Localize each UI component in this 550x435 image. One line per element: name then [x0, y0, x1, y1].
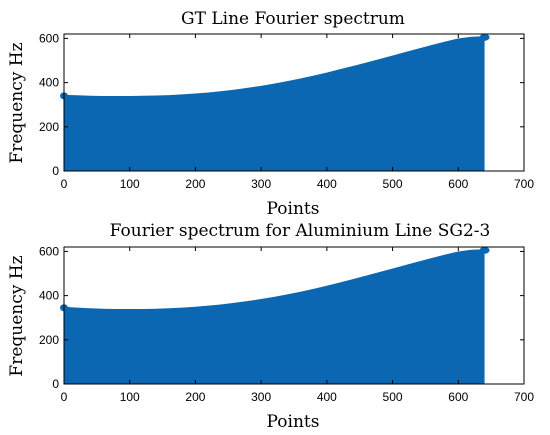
- chart-title: GT Line Fourier spectrum: [181, 9, 405, 29]
- x-tick-label: 700: [514, 390, 534, 404]
- x-tick-label: 400: [317, 390, 337, 404]
- x-axis-label: Points: [267, 412, 320, 432]
- y-tick-label: 600: [39, 244, 59, 258]
- area-series: [64, 37, 485, 172]
- x-tick-label: 0: [61, 177, 68, 191]
- y-axis-label: Frequency Hz: [7, 42, 27, 163]
- plot-area: [60, 33, 490, 172]
- series-line: [63, 36, 485, 98]
- x-tick-label: 100: [120, 390, 140, 404]
- x-axis-label: Points: [267, 199, 320, 219]
- axes: 0 100 200 300 400 500 600 700 0 200 400 600: [39, 244, 534, 404]
- y-tick-label: 200: [39, 333, 59, 347]
- x-tick-label: 200: [185, 390, 205, 404]
- chart-gt-line: GT Line Fourier spectrum 0 100 200 300 400 50…: [7, 9, 534, 219]
- x-tick-label: 600: [448, 390, 468, 404]
- axes: 0 100 200 300 400 500 600 700 0 200 400 600: [39, 31, 534, 191]
- x-tick-label: 600: [448, 177, 468, 191]
- y-tick-label: 600: [39, 31, 59, 45]
- x-tick-label: 500: [383, 177, 403, 191]
- chart-aluminium-line: Fourier spectrum for Aluminium Line SG2-…: [7, 221, 534, 432]
- y-tick-label: 400: [39, 289, 59, 303]
- x-tick-label: 300: [251, 177, 271, 191]
- x-tick-label: 200: [185, 177, 205, 191]
- y-tick-label: 0: [52, 164, 59, 178]
- x-tick-label: 100: [120, 177, 140, 191]
- y-tick-label: 400: [39, 76, 59, 90]
- axes-frame: [63, 246, 525, 385]
- x-tick-label: 700: [514, 177, 534, 191]
- x-tick-label: 500: [383, 390, 403, 404]
- x-tick-label: 300: [251, 390, 271, 404]
- data-point-end: [479, 246, 490, 254]
- plot-area: [60, 246, 490, 384]
- area-series: [64, 250, 485, 384]
- x-tick-label: 0: [61, 390, 68, 404]
- axes-frame: [63, 33, 525, 172]
- y-tick-label: 0: [52, 377, 59, 391]
- data-point-end: [479, 33, 490, 41]
- y-tick-label: 200: [39, 120, 59, 134]
- chart-title: Fourier spectrum for Aluminium Line SG2-…: [110, 221, 491, 241]
- x-tick-label: 400: [317, 177, 337, 191]
- y-axis-label: Frequency Hz: [7, 255, 27, 376]
- series-line: [63, 249, 485, 311]
